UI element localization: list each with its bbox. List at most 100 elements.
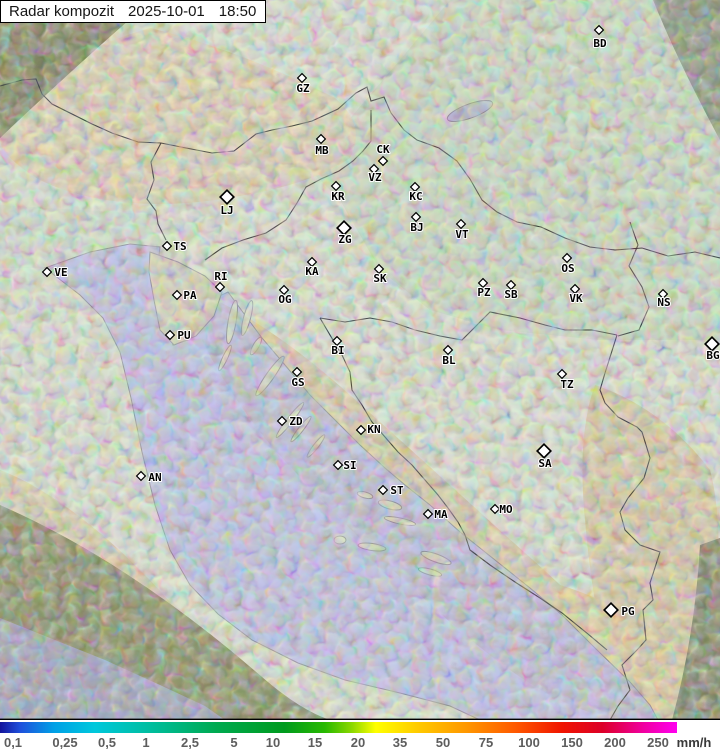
station-code: PG <box>621 605 635 618</box>
precipitation-cell <box>582 506 642 538</box>
station-ST: ST <box>377 483 405 498</box>
precipitation-cell <box>687 649 697 655</box>
station-code: TS <box>173 240 186 253</box>
precipitation-cell <box>352 392 360 396</box>
precipitation-cell <box>459 51 467 59</box>
precipitation-cell <box>303 556 319 566</box>
station-PA: PA <box>171 288 198 303</box>
station-diamond-icon <box>422 508 434 520</box>
station-code: SK <box>373 272 387 285</box>
station-code: TZ <box>560 378 574 391</box>
precipitation-cell <box>347 699 357 705</box>
precipitation-cell <box>6 292 14 308</box>
station-VT: VT <box>454 218 470 242</box>
station-LJ: LJ <box>219 189 235 218</box>
station-code: VE <box>54 266 67 279</box>
precipitation-cell <box>357 639 367 645</box>
station-code: VK <box>569 292 583 305</box>
station-ZD: ZD <box>276 414 304 429</box>
precipitation-cell <box>676 584 688 592</box>
station-diamond-icon <box>368 163 380 175</box>
station-code: RI <box>214 270 227 283</box>
precipitation-cell <box>489 525 501 531</box>
station-diamond-icon <box>657 288 669 300</box>
station-MA: MA <box>422 507 449 522</box>
legend-tick: 0,1 <box>3 735 23 750</box>
station-GZ: GZ <box>295 72 311 96</box>
station-code: BG <box>706 349 720 362</box>
station-code: SI <box>343 459 356 472</box>
legend-tick: 0,5 <box>97 735 117 750</box>
station-diamond-icon <box>477 277 489 289</box>
station-code: CK <box>376 143 390 156</box>
station-RI: RI <box>213 269 229 293</box>
precipitation-cell <box>553 648 569 658</box>
precipitation-cell <box>274 666 390 714</box>
station-OS: OS <box>560 252 576 276</box>
station-diamond-icon <box>332 459 344 471</box>
legend-tick: 20 <box>350 735 366 750</box>
precipitation-cell <box>560 407 600 429</box>
legend-tick: 100 <box>518 735 540 750</box>
precipitation-cell <box>346 375 356 387</box>
station-KC: KC <box>408 181 424 204</box>
precipitation-cell <box>565 631 585 643</box>
station-diamond-icon <box>442 344 454 356</box>
station-diamond-icon <box>219 189 235 205</box>
precipitation-cell <box>527 699 537 705</box>
precipitation-cell <box>498 169 540 199</box>
station-diamond-icon <box>505 279 517 291</box>
station-SK: SK <box>372 263 388 286</box>
precipitation-cell <box>553 536 591 558</box>
precipitation-cell <box>545 225 579 239</box>
station-OG: OG <box>277 284 293 307</box>
precipitation-cell <box>223 600 233 608</box>
station-KR: KR <box>330 180 346 204</box>
precipitation-cell <box>690 635 710 647</box>
station-diamond-icon <box>556 368 568 380</box>
precipitation-cell <box>638 618 686 646</box>
legend-tick: 150 <box>561 735 583 750</box>
precipitation-cell <box>393 86 407 98</box>
station-KA: KA <box>304 256 320 279</box>
precipitation-cell <box>239 606 255 616</box>
precipitation-cell <box>615 454 675 490</box>
precipitation-cell <box>408 99 420 107</box>
precipitation-cell <box>461 509 471 515</box>
station-NS: NS <box>656 288 672 310</box>
precipitation-cell <box>601 222 611 230</box>
legend-gradient-bar <box>0 722 677 733</box>
station-BI: BI <box>330 335 346 358</box>
precipitation-cell <box>471 4 481 12</box>
precipitation-cell <box>700 619 710 625</box>
station-diamond-icon <box>330 180 342 192</box>
station-code: MA <box>434 508 448 521</box>
precipitation-cell <box>519 632 535 642</box>
station-MB: MB <box>314 133 330 158</box>
station-diamond-icon <box>164 329 176 341</box>
station-code: PA <box>183 289 197 302</box>
precipitation-cell <box>702 534 718 546</box>
station-code: ZG <box>338 233 352 246</box>
precipitation-cell <box>701 559 711 565</box>
station-SB: SB <box>503 279 519 302</box>
station-diamond-icon <box>373 263 385 275</box>
precipitation-cell <box>307 107 313 117</box>
station-code: LJ <box>220 204 233 217</box>
title-time: 18:50 <box>218 3 257 20</box>
precipitation-cell <box>443 0 461 24</box>
station-diamond-icon <box>315 133 327 145</box>
precipitation-cell <box>536 466 588 498</box>
radar-map-canvas: BD GZ MB CK VZ KR KC LJ ZG BJ VT TS OS KA SK RI PA OG PZ SB… <box>0 0 720 720</box>
station-diamond-icon <box>276 415 288 427</box>
station-code: MB <box>315 144 329 157</box>
precipitation-cell <box>537 606 553 614</box>
precipitation-cell <box>504 178 512 184</box>
precipitation-cell <box>596 642 648 670</box>
precipitation-cell <box>419 432 431 438</box>
precipitation-cell <box>510 130 518 136</box>
precipitation-cell <box>423 385 439 397</box>
station-VE: VE <box>41 265 69 280</box>
precipitation-cell <box>510 188 516 194</box>
legend-tick: 5 <box>230 735 238 750</box>
